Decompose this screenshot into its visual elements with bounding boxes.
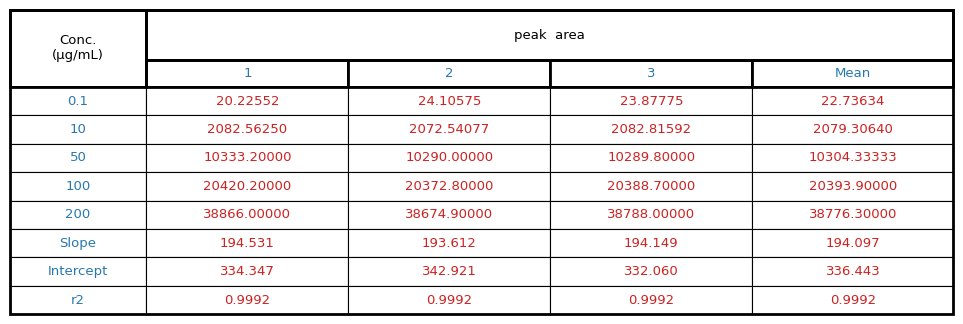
Bar <box>752 144 953 172</box>
Text: 38674.90000: 38674.90000 <box>405 208 493 221</box>
Bar <box>349 115 551 144</box>
Text: 38866.00000: 38866.00000 <box>203 208 292 221</box>
Text: 100: 100 <box>65 180 91 193</box>
Bar <box>551 286 752 314</box>
Bar <box>10 10 146 87</box>
Bar <box>551 144 752 172</box>
Text: Slope: Slope <box>60 237 96 250</box>
Text: 2082.81592: 2082.81592 <box>612 123 691 136</box>
Bar <box>146 61 349 87</box>
Text: 24.10575: 24.10575 <box>418 95 482 108</box>
Bar <box>551 61 752 87</box>
Bar <box>146 87 349 115</box>
Text: 194.531: 194.531 <box>220 237 274 250</box>
Text: 20.22552: 20.22552 <box>216 95 279 108</box>
Bar <box>752 115 953 144</box>
Text: 342.921: 342.921 <box>422 265 477 278</box>
Bar <box>10 144 146 172</box>
Text: 0.9992: 0.9992 <box>224 294 271 307</box>
Text: 23.87775: 23.87775 <box>619 95 683 108</box>
Bar <box>146 201 349 229</box>
Bar <box>752 87 953 115</box>
Text: 10290.00000: 10290.00000 <box>405 151 493 164</box>
Bar <box>551 87 752 115</box>
Bar <box>752 229 953 257</box>
Text: 194.149: 194.149 <box>624 237 679 250</box>
Text: 10289.80000: 10289.80000 <box>608 151 695 164</box>
Bar <box>551 201 752 229</box>
Text: 2079.30640: 2079.30640 <box>813 123 893 136</box>
Bar <box>10 286 146 314</box>
Bar <box>752 61 953 87</box>
Bar <box>10 201 146 229</box>
Text: 336.443: 336.443 <box>825 265 880 278</box>
Bar <box>349 87 551 115</box>
Text: Mean: Mean <box>835 67 871 80</box>
Text: 20393.90000: 20393.90000 <box>809 180 897 193</box>
Bar <box>349 286 551 314</box>
Text: 10333.20000: 10333.20000 <box>203 151 292 164</box>
Text: 22.73634: 22.73634 <box>821 95 885 108</box>
Text: 20420.20000: 20420.20000 <box>203 180 292 193</box>
Bar <box>10 172 146 201</box>
Text: r2: r2 <box>71 294 85 307</box>
Bar <box>752 257 953 286</box>
Bar <box>752 172 953 201</box>
Bar <box>349 61 551 87</box>
Bar <box>146 144 349 172</box>
Bar <box>752 201 953 229</box>
Text: 38788.00000: 38788.00000 <box>608 208 695 221</box>
Bar <box>349 172 551 201</box>
Bar <box>551 115 752 144</box>
Text: 0.9992: 0.9992 <box>830 294 876 307</box>
Text: 2072.54077: 2072.54077 <box>409 123 489 136</box>
Bar <box>349 257 551 286</box>
Text: 0.9992: 0.9992 <box>427 294 473 307</box>
Text: 3: 3 <box>647 67 656 80</box>
Bar <box>752 286 953 314</box>
Text: 2: 2 <box>445 67 454 80</box>
Bar <box>146 172 349 201</box>
Bar <box>10 115 146 144</box>
Bar <box>551 229 752 257</box>
Bar <box>146 257 349 286</box>
Text: 50: 50 <box>69 151 87 164</box>
Text: 332.060: 332.060 <box>624 265 679 278</box>
Text: 334.347: 334.347 <box>220 265 274 278</box>
Bar <box>349 201 551 229</box>
Text: 0.1: 0.1 <box>67 95 89 108</box>
Bar <box>551 172 752 201</box>
Text: 193.612: 193.612 <box>422 237 477 250</box>
Text: peak  area: peak area <box>514 29 586 41</box>
Text: 10: 10 <box>69 123 87 136</box>
Bar <box>146 229 349 257</box>
Text: 0.9992: 0.9992 <box>628 294 674 307</box>
Bar <box>349 144 551 172</box>
Bar <box>146 286 349 314</box>
Text: 38776.30000: 38776.30000 <box>809 208 898 221</box>
Text: 2082.56250: 2082.56250 <box>207 123 288 136</box>
Text: 20372.80000: 20372.80000 <box>405 180 494 193</box>
Text: 10304.33333: 10304.33333 <box>809 151 898 164</box>
Bar <box>146 10 953 61</box>
Text: 200: 200 <box>65 208 91 221</box>
Bar <box>551 257 752 286</box>
Text: Conc.
(μg/mL): Conc. (μg/mL) <box>52 34 104 62</box>
Bar <box>349 229 551 257</box>
Bar <box>10 229 146 257</box>
Text: 194.097: 194.097 <box>825 237 880 250</box>
Bar <box>10 257 146 286</box>
Text: 1: 1 <box>244 67 251 80</box>
Bar <box>146 115 349 144</box>
Text: 20388.70000: 20388.70000 <box>608 180 695 193</box>
Text: Intercept: Intercept <box>48 265 108 278</box>
Bar <box>10 87 146 115</box>
